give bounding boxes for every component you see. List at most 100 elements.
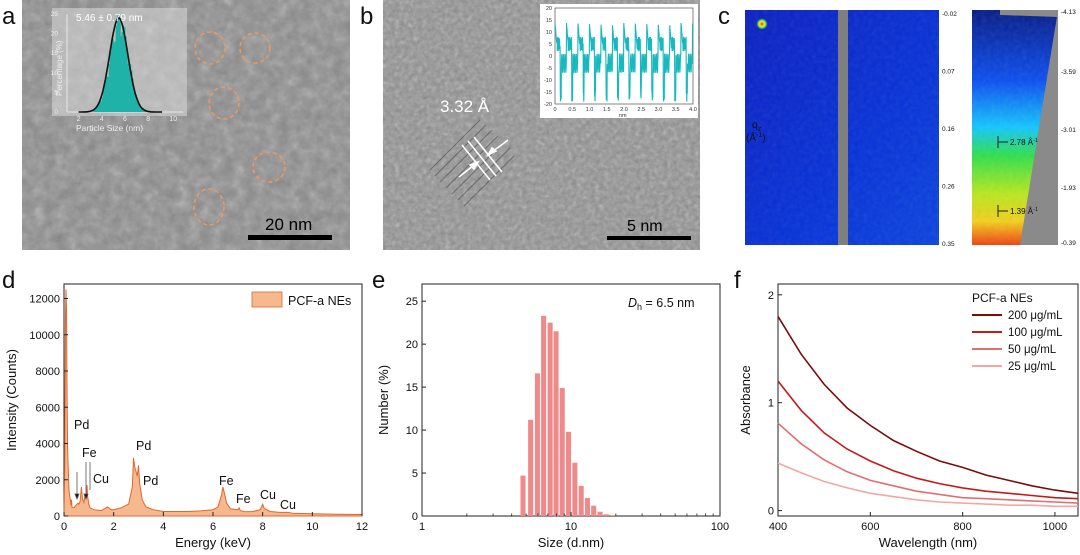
y-tick-label: 0 bbox=[412, 511, 418, 523]
histogram-bar bbox=[97, 105, 99, 112]
inset-x-tick: 2 bbox=[77, 116, 81, 123]
inset-y-tick: 20 bbox=[51, 31, 59, 38]
y-tick-label: 20 bbox=[406, 339, 418, 351]
histogram-bar bbox=[92, 110, 95, 112]
edx-peak-annotations: Pd Fe Cu Pd Pd Fe Fe Cu Cu bbox=[74, 418, 296, 512]
inset-x-tick: 2.0 bbox=[620, 107, 628, 113]
histogram-bar bbox=[118, 14, 120, 112]
inset-y-tick: 5 bbox=[54, 89, 58, 96]
histogram-bar bbox=[114, 41, 117, 112]
histogram-bar bbox=[96, 107, 98, 112]
histogram-bar bbox=[119, 22, 121, 112]
legend-label: 50 μg/mL bbox=[1008, 344, 1057, 356]
dls-bar bbox=[572, 462, 578, 516]
y-tick-label: 6000 bbox=[36, 402, 60, 414]
histogram-bar bbox=[138, 104, 141, 112]
inset-y-tick: -5 bbox=[547, 66, 552, 72]
particle-marker bbox=[252, 151, 286, 183]
x-tick-label: 1000 bbox=[1043, 521, 1067, 533]
y-axis-label: Absorbance bbox=[738, 365, 753, 434]
y-axis-label: Number (%) bbox=[376, 365, 391, 435]
y-axis-label: Intensity (Counts) bbox=[4, 349, 19, 451]
panel-c-gisaxs-maps: qz (Å-1) -0.02 0.07 0.16 0.26 0.35 -4.13 -3.5… bbox=[745, 9, 1076, 248]
x-tick-label: 6 bbox=[210, 521, 216, 533]
histogram-bar bbox=[94, 109, 97, 112]
x-tick-label: 8 bbox=[260, 521, 266, 533]
panel-c-peak-1: 2.78 Å-1 bbox=[1010, 138, 1038, 147]
panel-letter-d: d bbox=[2, 267, 15, 294]
edx-peak-label: Cu bbox=[260, 488, 276, 502]
histogram-bar bbox=[109, 51, 112, 112]
panel-c-qz-unit: (Å-1) bbox=[746, 131, 766, 144]
histogram-bar bbox=[128, 61, 131, 112]
inset-y-tick: 5 bbox=[549, 42, 552, 48]
dls-bar bbox=[541, 315, 547, 516]
histogram-bar bbox=[121, 32, 124, 112]
histogram-bar bbox=[108, 63, 111, 112]
panel-c-beamstop bbox=[838, 10, 848, 245]
panel-f-absorbance-chart: 400 600 800 1000 0 1 2 Wavelength (nm) Absorbanc… bbox=[738, 283, 1079, 550]
y-tick-label: 8000 bbox=[36, 366, 60, 378]
panel-b-line-profile-inset: 20 15 10 5 0 -5 -10 -15 -20 0 0.5 1.0 1.5 2.0 2.5 3.0 3… bbox=[540, 4, 698, 119]
y-tick-label: 4000 bbox=[36, 439, 60, 451]
histogram-bar bbox=[115, 25, 118, 112]
inset-y-tick: 25 bbox=[51, 11, 59, 18]
absorbance-series-line bbox=[777, 315, 1079, 495]
x-tick-label: 2 bbox=[111, 521, 117, 533]
panel-b-lattice-fringes bbox=[429, 119, 515, 207]
panel-letter-e: e bbox=[372, 267, 385, 294]
panel-letter-a: a bbox=[2, 3, 16, 30]
x-tick-label: 600 bbox=[861, 521, 879, 533]
legend-label: 200 μg/mL bbox=[1008, 310, 1063, 322]
edx-peak-label: Pd bbox=[143, 474, 158, 488]
absorbance-series-line bbox=[777, 380, 1079, 500]
gisaxs-axis-tick: 0.07 bbox=[942, 69, 955, 76]
histogram-bar bbox=[127, 63, 129, 112]
inset-y-tick: -20 bbox=[544, 102, 552, 108]
panel-letter-f: f bbox=[734, 267, 741, 294]
histogram-bar bbox=[111, 42, 113, 112]
dls-bar bbox=[559, 387, 565, 516]
x-axis-label: Wavelength (nm) bbox=[879, 535, 978, 550]
legend-label: 100 μg/mL bbox=[1008, 327, 1063, 339]
gisaxs-axis-tick: -0.02 bbox=[942, 11, 957, 18]
histogram-bar bbox=[122, 25, 125, 113]
particle-marker bbox=[239, 32, 271, 64]
panel-b-scale-label: 5 nm bbox=[627, 218, 663, 235]
legend-label: 25 μg/mL bbox=[1008, 361, 1057, 373]
histogram-bar bbox=[120, 36, 122, 112]
panel-letter-c: c bbox=[718, 3, 730, 30]
panel-e-dls-chart: 1 10 100 0 5 10 15 20 25 Size (d.nm) Number (%) Dh… bbox=[376, 283, 729, 550]
dls-bar bbox=[520, 475, 526, 516]
x-tick-label: 0 bbox=[61, 521, 67, 533]
y-tick-label: 2 bbox=[768, 290, 774, 302]
dls-bar bbox=[603, 514, 609, 516]
edx-peak-label: Fe bbox=[236, 492, 251, 506]
inset-x-tick: 0.5 bbox=[568, 107, 576, 113]
edx-peak-label: Pd bbox=[74, 418, 89, 432]
edx-legend-label: PCF-a NEs bbox=[288, 294, 351, 308]
histogram-bar bbox=[129, 64, 132, 112]
dls-bar bbox=[591, 505, 597, 516]
y-tick-label: 15 bbox=[406, 382, 418, 394]
histogram-bar bbox=[100, 100, 103, 112]
dls-bar bbox=[534, 373, 540, 516]
panel-letter-b: b bbox=[360, 3, 373, 30]
y-tick-label: 12000 bbox=[29, 294, 60, 306]
inset-y-tick: 15 bbox=[51, 50, 59, 57]
inset-x-tick: 10 bbox=[169, 116, 177, 123]
histogram-bar bbox=[135, 94, 137, 112]
panel-b-scale-bar bbox=[607, 236, 691, 240]
histogram-bar bbox=[93, 110, 96, 112]
inset-y-tick: -10 bbox=[544, 78, 552, 84]
histogram-bar bbox=[140, 107, 142, 112]
histogram-bar bbox=[113, 42, 115, 112]
dls-bar bbox=[610, 515, 616, 516]
gisaxs-axis-tick: 0.26 bbox=[942, 184, 955, 191]
inset-x-tick: 1.5 bbox=[603, 107, 611, 113]
y-tick-label: 1 bbox=[768, 398, 774, 410]
edx-spectrum bbox=[63, 289, 363, 517]
y-tick-label: 0 bbox=[768, 506, 774, 518]
panel-b-inset-xunit: nm bbox=[619, 113, 627, 119]
